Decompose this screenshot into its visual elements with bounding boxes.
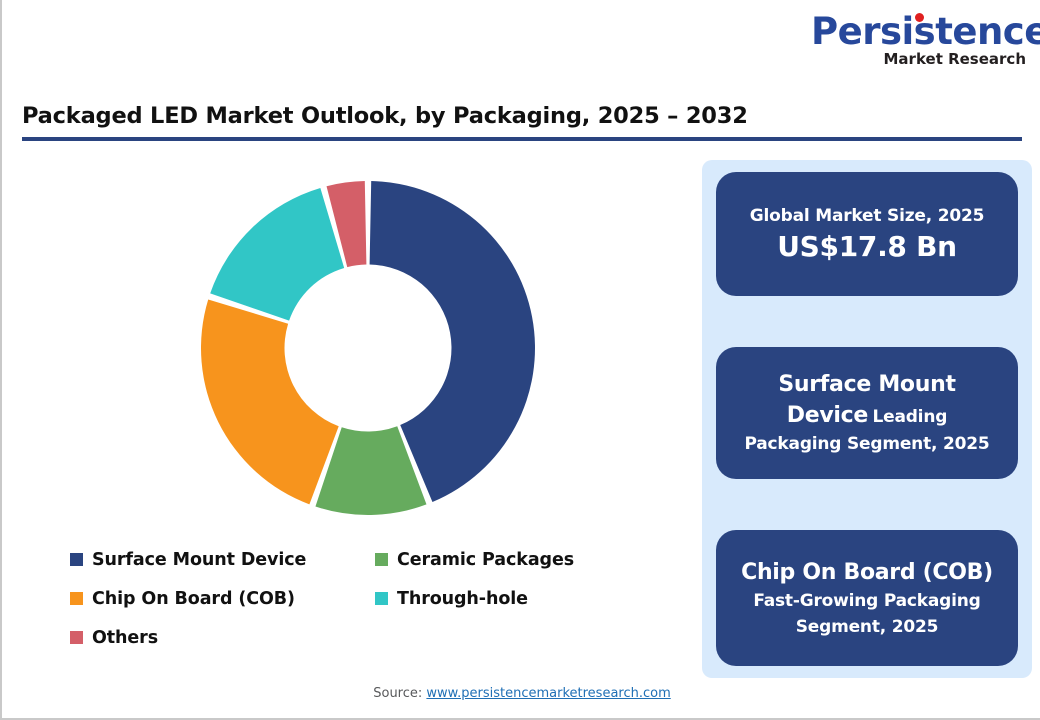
source-link[interactable]: www.persistencemarketresearch.com	[426, 686, 671, 701]
legend-item[interactable]: Surface Mount Device	[70, 540, 375, 579]
kpi-2-qualifier: Leading	[872, 407, 948, 427]
legend-item-label: Ceramic Packages	[397, 549, 575, 570]
donut-chart	[201, 181, 535, 515]
legend-item[interactable]: Ceramic Packages	[375, 540, 680, 579]
legend-swatch-icon	[70, 631, 83, 644]
source-prefix: Source:	[373, 686, 427, 701]
kpi-3-line1: Chip On Board (COB)	[741, 559, 993, 585]
legend-item-label: Through-hole	[397, 588, 528, 609]
page-title: Packaged LED Market Outlook, by Packagin…	[22, 103, 748, 129]
chart-legend: Surface Mount Device Ceramic Packages Chip…	[70, 540, 680, 657]
chart-area	[22, 160, 682, 540]
kpi-1-label: Global Market Size, 2025	[749, 206, 985, 226]
brand-logo-wordmark: Persistence	[811, 10, 1040, 53]
kpi-card-leading-segment: Surface Mount Device Leading Packaging S…	[716, 347, 1018, 479]
legend-item[interactable]: Through-hole	[375, 579, 680, 618]
kpi-card-global-market-size: Global Market Size, 2025 US$17.8 Bn	[716, 172, 1018, 296]
legend-swatch-icon	[375, 592, 388, 605]
kpi-2-line1: Surface Mount	[778, 372, 956, 397]
legend-item[interactable]: Others	[70, 618, 375, 657]
source-line: Source: www.persistencemarketresearch.co…	[2, 686, 1040, 701]
donut-slice	[201, 299, 339, 505]
donut-slice	[315, 426, 427, 515]
donut-slice-group	[201, 181, 535, 515]
title-block: Packaged LED Market Outlook, by Packagin…	[22, 103, 1022, 141]
donut-slice	[210, 187, 345, 321]
kpi-2-line2: Device Leading	[786, 400, 948, 431]
kpi-card-fast-growing-segment: Chip On Board (COB) Fast-Growing Packagi…	[716, 530, 1018, 666]
kpi-1-value: US$17.8 Bn	[777, 230, 957, 263]
kpi-2-line3: Packaging Segment, 2025	[744, 434, 990, 454]
brand-logo-tagline: Market Research	[883, 50, 1027, 68]
brand-logo-dot-icon	[915, 13, 924, 22]
kpi-3-line3: Segment, 2025	[795, 616, 939, 637]
legend-item[interactable]: Chip On Board (COB)	[70, 579, 375, 618]
donut-slice	[326, 181, 367, 268]
brand-logo: Persistence Market Research	[811, 10, 1040, 70]
legend-swatch-icon	[70, 592, 83, 605]
legend-item-label: Others	[92, 627, 159, 648]
legend-swatch-icon	[70, 553, 83, 566]
legend-item-label: Chip On Board (COB)	[92, 588, 295, 609]
kpi-panel: Global Market Size, 2025 US$17.8 Bn Surf…	[702, 160, 1032, 678]
kpi-2-segment-name: Device	[786, 403, 869, 428]
title-divider	[22, 137, 1022, 141]
legend-item-label: Surface Mount Device	[92, 549, 307, 570]
donut-slice	[369, 181, 535, 503]
kpi-3-line2: Fast-Growing Packaging	[753, 590, 981, 611]
legend-swatch-icon	[375, 553, 388, 566]
